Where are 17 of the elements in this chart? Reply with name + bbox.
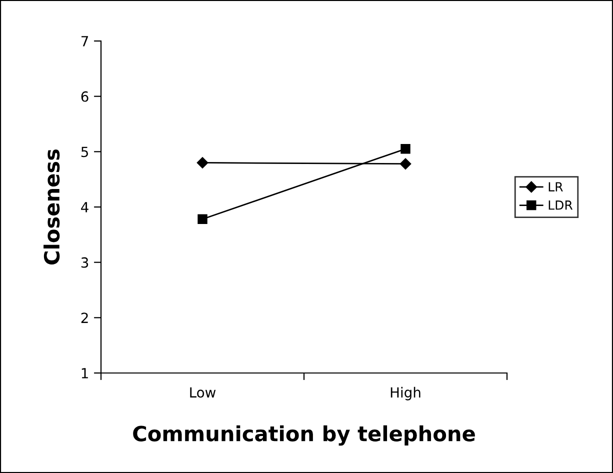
y-axis-title: Closeness xyxy=(44,149,60,264)
x-tick-label: Low xyxy=(190,387,216,398)
y-tick-label: 2 xyxy=(81,312,88,323)
y-tick-label: 3 xyxy=(81,257,88,268)
y-tick-label: 7 xyxy=(81,36,88,46)
point xyxy=(198,214,208,224)
x-axis-title: Communication by telephone xyxy=(133,425,475,446)
point xyxy=(400,158,412,170)
x-tick-label: High xyxy=(390,386,420,400)
y-tick-label: 5 xyxy=(81,146,88,158)
legend-label: LR xyxy=(548,182,563,192)
point xyxy=(400,144,410,154)
y-tick-label: 4 xyxy=(81,202,88,212)
point xyxy=(196,157,208,168)
y-tick-label: 1 xyxy=(82,368,88,378)
y-tick-label: 6 xyxy=(81,91,88,102)
legend-label: LDR xyxy=(548,200,573,210)
